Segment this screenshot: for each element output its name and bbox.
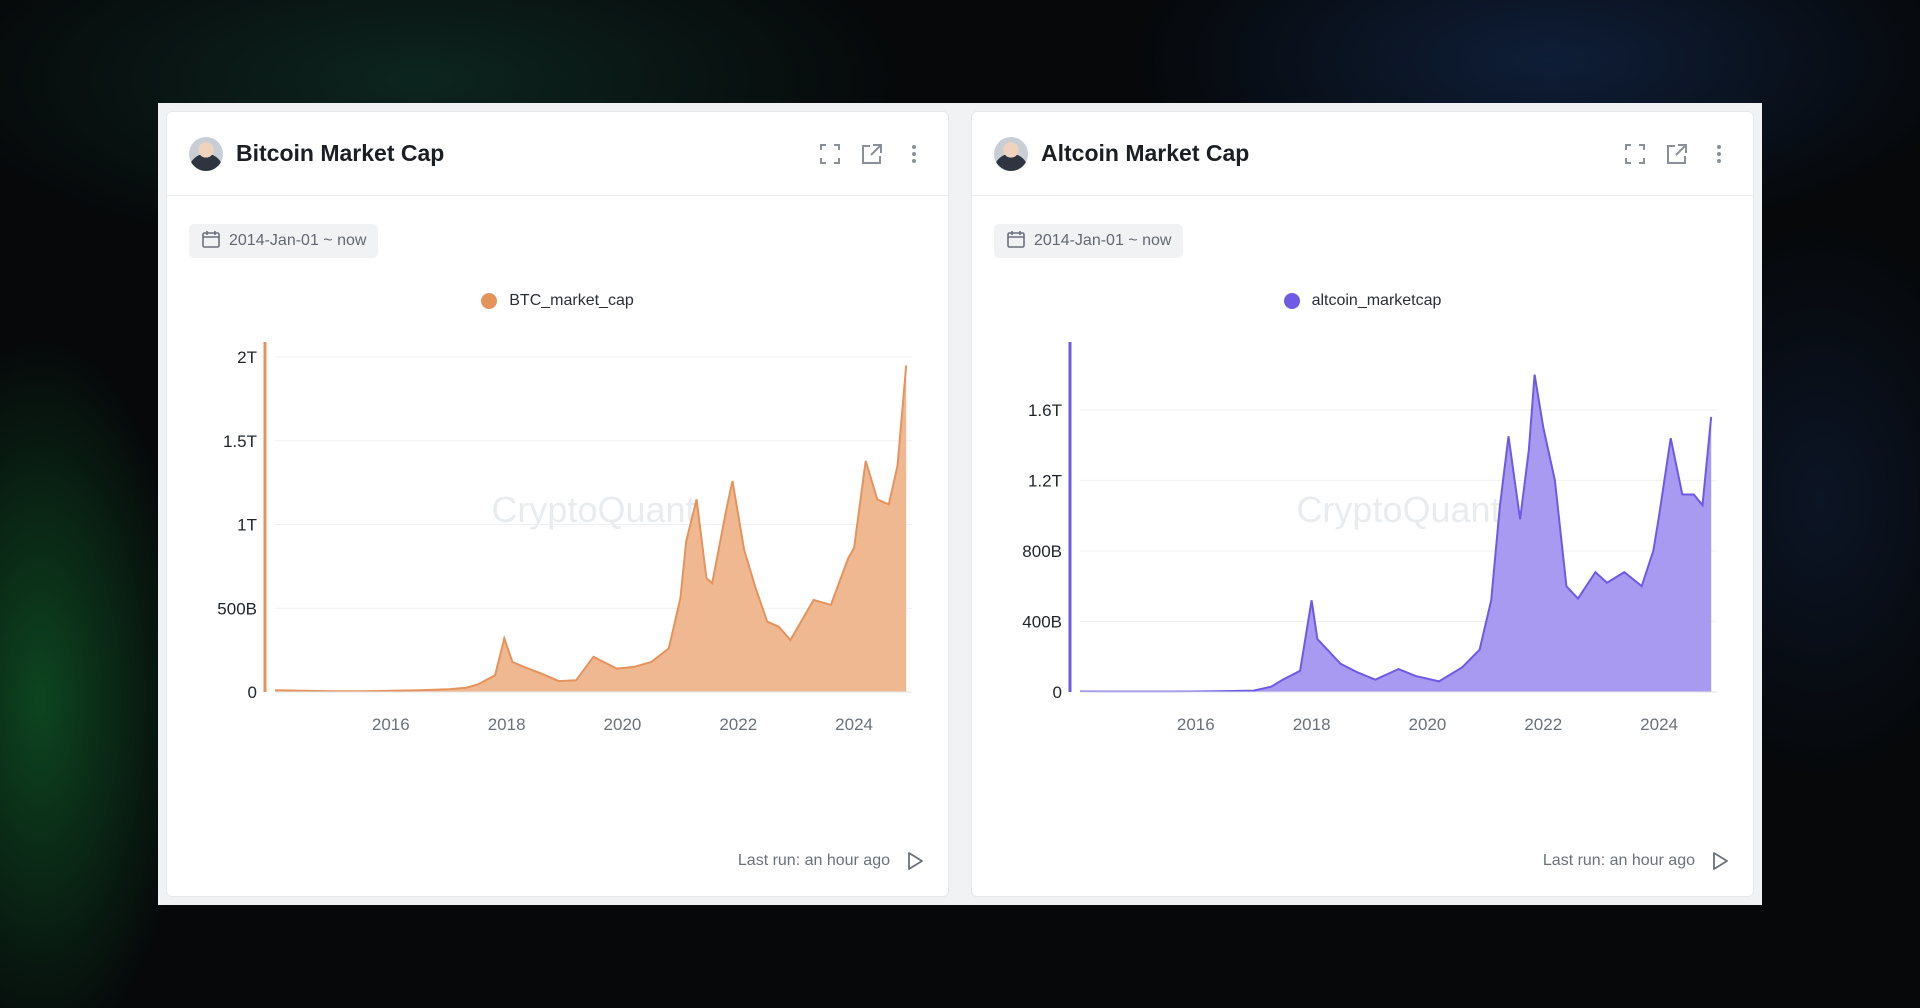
external-link-icon[interactable]: [1665, 142, 1689, 166]
avatar: [994, 136, 1028, 171]
date-range-label: 2014-Jan-01 ~ now: [1034, 232, 1172, 249]
series-area[interactable]: [1080, 374, 1712, 692]
y-tick-label: 1.6T: [1028, 401, 1062, 420]
x-tick-label: 2022: [719, 715, 757, 732]
dashboard: Bitcoin Market Cap 2014-Jan-01 ~ now: [158, 103, 1762, 905]
y-tick-label: 1.5T: [223, 432, 257, 451]
y-tick-label: 800B: [1022, 542, 1062, 561]
chart-area-altcoin: CryptoQuant 0 400B 800B 1.2T 1.6T 2016 2018 2020…: [1022, 342, 1717, 732]
y-tick-label: 2T: [237, 348, 257, 367]
legend-label[interactable]: BTC_market_cap: [509, 292, 634, 309]
y-tick-label: 400B: [1022, 612, 1062, 631]
y-tick-label: 500B: [217, 599, 257, 618]
card-title: Altcoin Market Cap: [1041, 140, 1250, 166]
calendar-icon: [201, 229, 221, 254]
last-run-label: Last run: an hour ago: [737, 852, 890, 869]
header-actions: [818, 142, 926, 166]
card-footer: Last run: an hour ago: [738, 850, 926, 872]
watermark: CryptoQuant: [1296, 489, 1500, 530]
y-tick-label: 1T: [237, 516, 257, 535]
series-line[interactable]: [1079, 374, 1713, 693]
legend: altcoin_marketcap: [972, 292, 1753, 310]
date-range-chip[interactable]: 2014-Jan-01 ~ now: [189, 224, 379, 258]
date-range-label: 2014-Jan-01 ~ now: [229, 232, 367, 249]
legend: BTC_market_cap: [167, 292, 948, 310]
x-tick-label: 2016: [372, 715, 410, 732]
chart-card-bitcoin: Bitcoin Market Cap 2014-Jan-01 ~ now: [166, 111, 949, 897]
card-header: Altcoin Market Cap: [972, 112, 1753, 196]
legend-swatch: [1283, 293, 1300, 309]
card-footer: Last run: an hour ago: [1543, 850, 1731, 872]
last-run-label: Last run: an hour ago: [1542, 852, 1695, 869]
x-tick-label: 2020: [1409, 715, 1447, 732]
date-range-chip[interactable]: 2014-Jan-01 ~ now: [994, 224, 1184, 258]
card-header: Bitcoin Market Cap: [167, 112, 948, 196]
y-tick-label: 0: [1053, 683, 1062, 702]
play-icon[interactable]: [904, 850, 926, 872]
y-tick-label: 1.2T: [1028, 471, 1062, 490]
chart-area-bitcoin: CryptoQuant 0 500B 1T 1.5T 2T 2016 2018 2020 2022…: [217, 342, 912, 732]
x-tick-label: 2016: [1177, 715, 1215, 732]
x-tick-label: 2018: [488, 715, 526, 732]
expand-icon[interactable]: [818, 142, 842, 166]
x-tick-label: 2024: [835, 715, 873, 732]
external-link-icon[interactable]: [860, 142, 884, 166]
legend-label[interactable]: altcoin_marketcap: [1311, 292, 1442, 309]
series-area[interactable]: [275, 365, 907, 692]
series-line[interactable]: [274, 365, 908, 693]
card-title: Bitcoin Market Cap: [236, 140, 445, 166]
x-tick-label: 2020: [604, 715, 642, 732]
legend-swatch: [481, 293, 498, 309]
watermark: CryptoQuant: [491, 489, 695, 530]
avatar: [189, 136, 223, 171]
y-tick-label: 0: [248, 683, 257, 702]
more-vertical-icon[interactable]: [902, 142, 926, 166]
more-vertical-icon[interactable]: [1707, 142, 1731, 166]
header-actions: [1623, 142, 1731, 166]
x-tick-label: 2024: [1640, 715, 1678, 732]
expand-icon[interactable]: [1623, 142, 1647, 166]
x-tick-label: 2022: [1524, 715, 1562, 732]
calendar-icon: [1006, 229, 1026, 254]
play-icon[interactable]: [1709, 850, 1731, 872]
chart-card-altcoin: Altcoin Market Cap 2014-Jan-01 ~ now: [971, 111, 1754, 897]
x-tick-label: 2018: [1293, 715, 1331, 732]
